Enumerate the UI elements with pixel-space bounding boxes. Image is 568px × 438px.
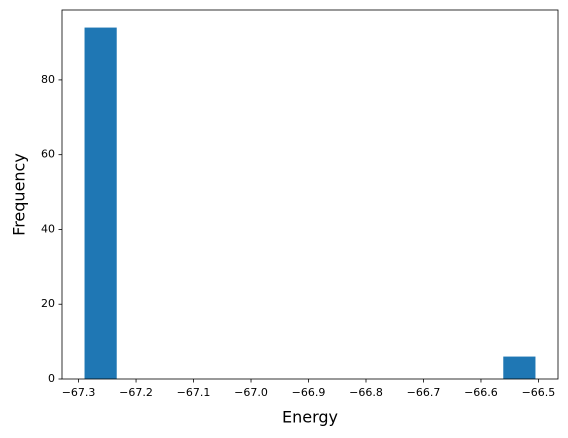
y-tick-label: 40 — [41, 222, 55, 235]
x-tick-label: −67.3 — [62, 386, 96, 399]
y-tick-label: 20 — [41, 297, 55, 310]
x-tick-label: −66.8 — [349, 386, 383, 399]
plot-frame — [61, 9, 559, 380]
y-tick-label: 60 — [41, 148, 55, 161]
x-tick-label: −66.9 — [292, 386, 326, 399]
y-tick-label: 80 — [41, 73, 55, 86]
bar — [84, 27, 117, 379]
x-axis-label: Energy — [282, 408, 338, 427]
bar — [503, 356, 536, 379]
y-axis-label: Frequency — [10, 153, 29, 236]
x-tick-label: −66.7 — [407, 386, 441, 399]
x-tick-label: −67.0 — [234, 386, 268, 399]
x-tick-label: −66.6 — [464, 386, 498, 399]
x-tick-label: −67.1 — [177, 386, 211, 399]
x-tick-label: −66.5 — [522, 386, 556, 399]
y-tick-label: 0 — [48, 372, 55, 385]
x-tick-label: −67.2 — [119, 386, 153, 399]
